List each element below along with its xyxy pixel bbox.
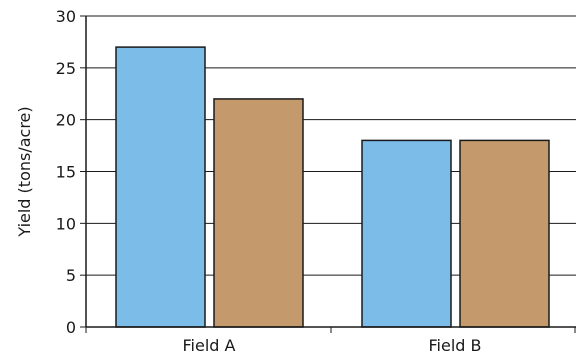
x-tick-label-field-b: Field B: [429, 336, 482, 355]
y-tick-labels: 0 5 10 15 20 25 30: [56, 7, 76, 337]
bar-field-b-blue: [361, 139, 452, 328]
x-tick-labels: Field A Field B: [183, 336, 482, 355]
bar-field-a-tan: [213, 98, 304, 328]
axes: [80, 15, 576, 333]
y-tick-label-10: 10: [56, 214, 76, 233]
y-tick-label-5: 5: [66, 266, 76, 285]
y-tick-label-20: 20: [56, 111, 76, 130]
y-tick-label-25: 25: [56, 59, 76, 78]
y-tick-label-30: 30: [56, 7, 76, 26]
bars: [115, 46, 550, 328]
x-tick-label-field-a: Field A: [183, 336, 236, 355]
y-tick-label-15: 15: [56, 163, 76, 182]
y-axis-title: Yield (tons/acre): [15, 106, 34, 237]
bar-field-a-blue: [115, 46, 206, 328]
bar-field-b-tan: [459, 139, 550, 328]
y-tick-label-0: 0: [66, 318, 76, 337]
